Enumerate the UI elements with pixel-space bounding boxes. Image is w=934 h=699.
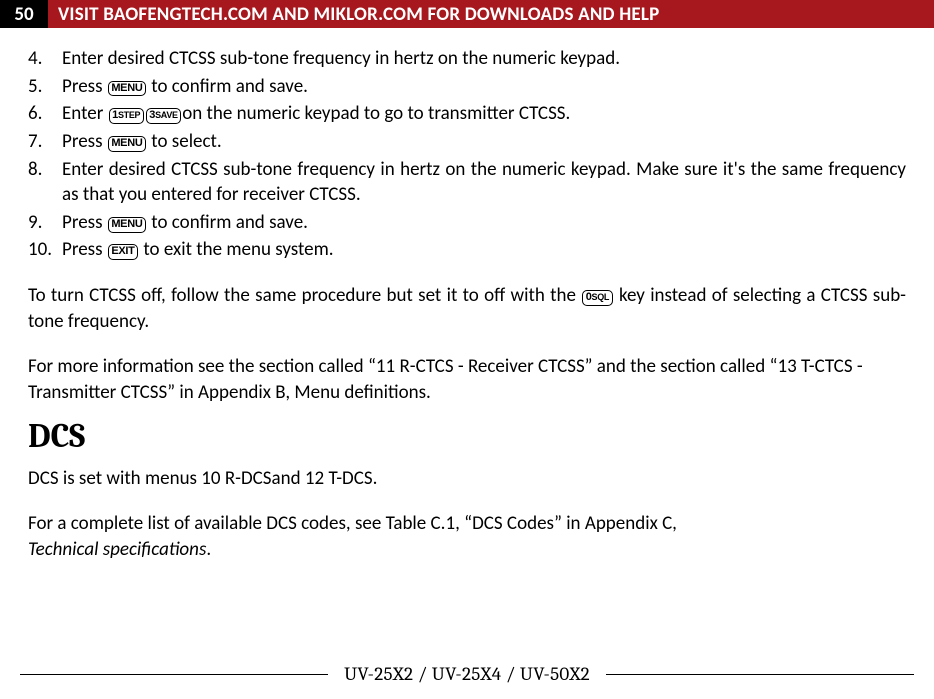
step-text: Press (62, 75, 107, 98)
step-number: 9. (28, 210, 58, 236)
step-text: Enter desired CTCSS sub-tone frequency i… (62, 158, 906, 207)
step-8: 8. Enter desired CTCSS sub-tone frequenc… (62, 157, 906, 208)
menu-key-icon: MENU (108, 136, 146, 152)
paragraph-text: . (206, 538, 211, 561)
dcs-heading: DCS (28, 414, 906, 460)
step-text: Press (62, 211, 107, 234)
zero-sql-key-icon: 0SQL (582, 290, 612, 306)
step-text: to confirm and save. (147, 75, 308, 98)
exit-key-icon: EXIT (108, 244, 138, 260)
step-4: 4. Enter desired CTCSS sub-tone frequenc… (62, 46, 906, 72)
step-text: to exit the menu system. (139, 238, 334, 261)
step-text: on the numeric keypad to go to transmitt… (182, 102, 570, 125)
paragraph-text: To turn CTCSS off, follow the same proce… (28, 284, 581, 307)
step-text: to confirm and save. (147, 211, 308, 234)
step-number: 4. (28, 46, 58, 72)
footer-rule (20, 674, 328, 675)
header-bar: 50 VISIT BAOFENGTECH.COM AND MIKLOR.COM … (0, 0, 934, 28)
one-step-key-icon: 1STEP (109, 108, 144, 124)
paragraph-text-italic: Technical specifications (28, 538, 206, 561)
footer: UV-25X2 / UV-25X4 / UV-50X2 (0, 663, 934, 685)
step-text: to select. (147, 130, 222, 153)
footer-model-text: UV-25X2 / UV-25X4 / UV-50X2 (334, 663, 600, 685)
step-list: 4. Enter desired CTCSS sub-tone frequenc… (28, 46, 906, 263)
menu-key-icon: MENU (108, 217, 146, 233)
step-text: Enter desired CTCSS sub-tone frequency i… (62, 47, 620, 70)
step-9: 9. Press MENU to confirm and save. (62, 210, 906, 236)
page-number: 50 (0, 0, 48, 28)
footer-rule (606, 674, 914, 675)
header-title: VISIT BAOFENGTECH.COM AND MIKLOR.COM FOR… (48, 0, 934, 28)
manual-page: 50 VISIT BAOFENGTECH.COM AND MIKLOR.COM … (0, 0, 934, 699)
step-number: 6. (28, 101, 58, 127)
content: 4. Enter desired CTCSS sub-tone frequenc… (0, 28, 934, 563)
step-text: Press (62, 130, 107, 153)
step-number: 7. (28, 129, 58, 155)
step-text: Press (62, 238, 107, 261)
step-number: 10. (28, 237, 58, 263)
step-number: 8. (28, 157, 58, 183)
dcs-menus-paragraph: DCS is set with menus 10 R-DCSand 12 T-D… (28, 466, 906, 492)
step-text: Enter (62, 102, 108, 125)
ctcss-off-paragraph: To turn CTCSS off, follow the same proce… (28, 283, 906, 334)
paragraph-text: For a complete list of available DCS cod… (28, 512, 677, 535)
three-save-key-icon: 3SAVE (146, 108, 181, 124)
ctcss-info-paragraph: For more information see the section cal… (28, 354, 906, 405)
step-5: 5. Press MENU to confirm and save. (62, 74, 906, 100)
step-6: 6. Enter 1STEP3SAVEon the numeric keypad… (62, 101, 906, 127)
step-7: 7. Press MENU to select. (62, 129, 906, 155)
dcs-codes-paragraph: For a complete list of available DCS cod… (28, 511, 906, 562)
menu-key-icon: MENU (108, 81, 146, 97)
step-10: 10. Press EXIT to exit the menu system. (62, 237, 906, 263)
step-number: 5. (28, 74, 58, 100)
